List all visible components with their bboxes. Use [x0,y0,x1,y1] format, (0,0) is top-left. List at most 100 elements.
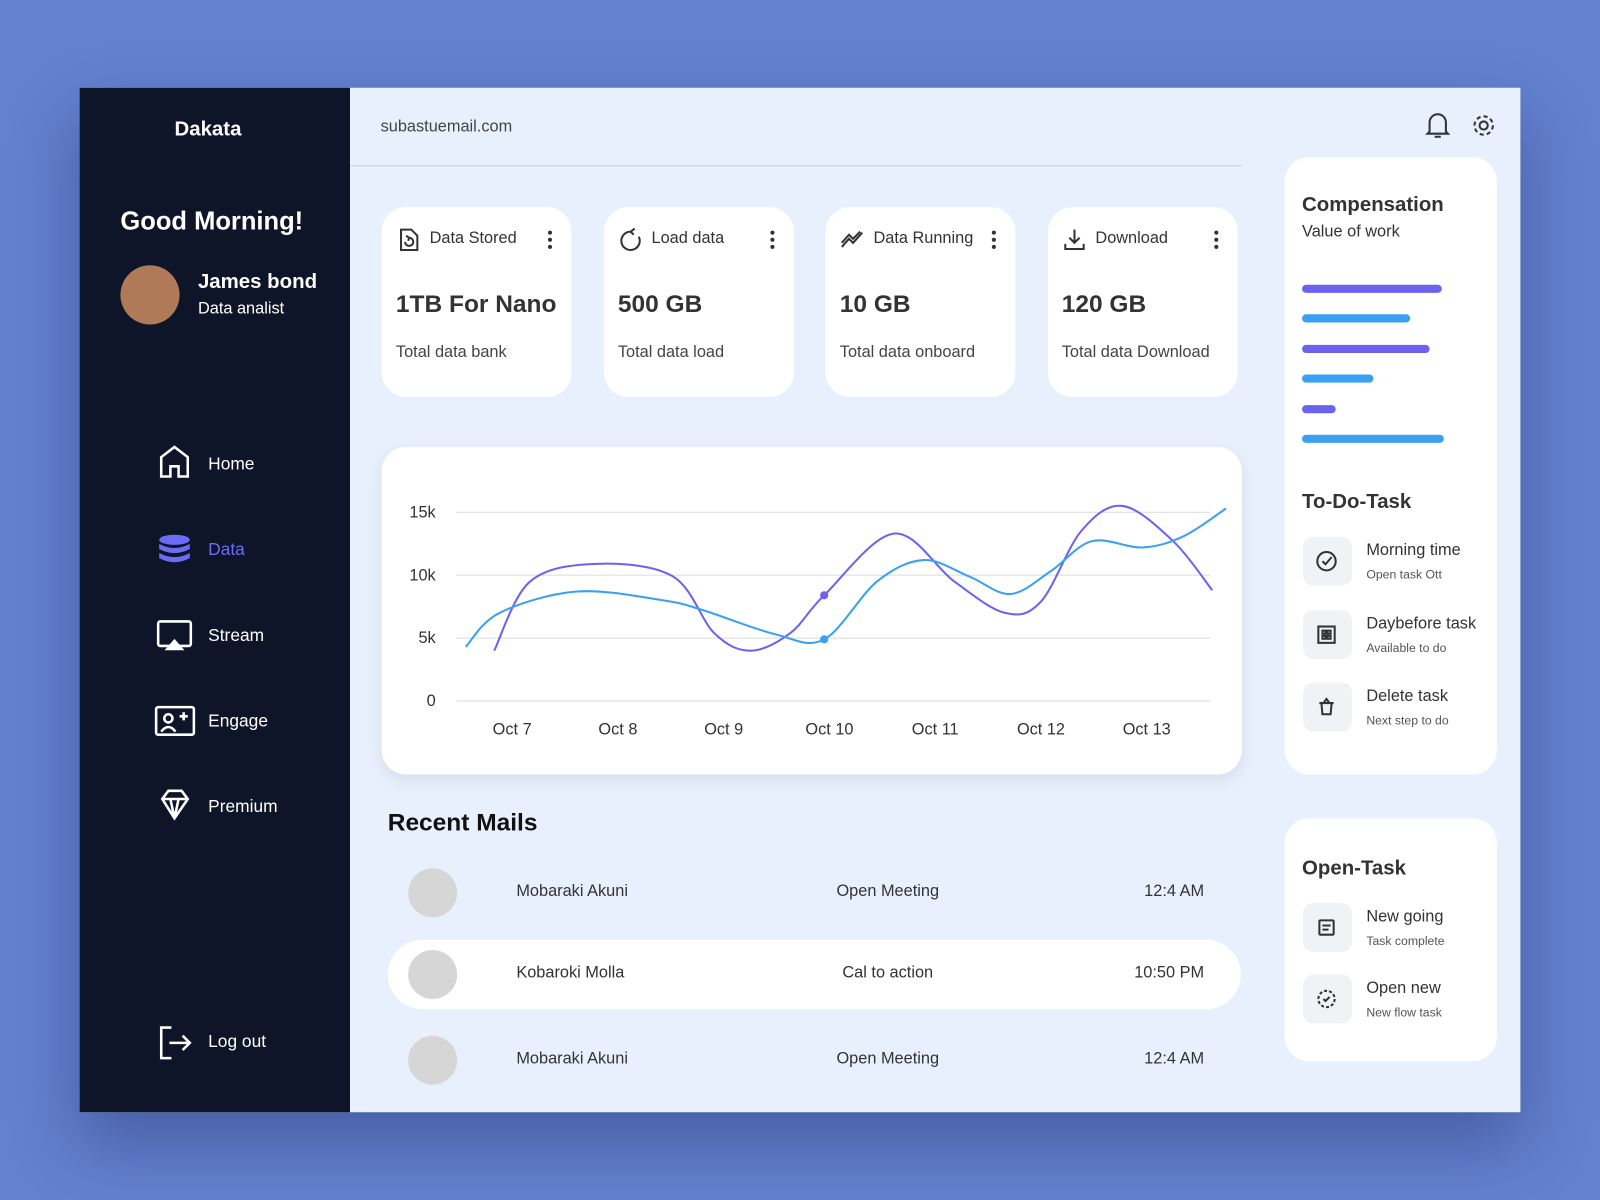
stat-caption: Total data bank [395,343,507,362]
more-icon [769,230,774,249]
header-divider [349,165,1242,167]
x-tick-label: Oct 10 [805,721,853,739]
todo-title: To-Do-Task [1302,490,1412,514]
x-tick-label: Oct 13 [1123,721,1171,739]
logout[interactable]: Log out [208,1031,267,1052]
nav-item[interactable]: Home [208,454,255,474]
stat-title: Data Running [873,229,974,247]
task-title[interactable]: Delete task [1366,687,1448,706]
task-subtitle: Open task Ott [1366,567,1442,582]
compensation-title: Compensation [1302,193,1444,217]
stat-caption: Total data Download [1061,343,1210,362]
task-icon-box [1303,903,1353,953]
nav-item[interactable]: Premium [208,796,278,817]
task-icon [1317,989,1336,1009]
task-title[interactable]: New going [1366,908,1444,926]
mail-time: 12:4 AM [1144,1049,1205,1068]
stat-caption: Total data onboard [839,343,976,362]
gear-icon[interactable] [1473,115,1494,136]
stat-icon [1063,229,1085,250]
task-icon [1318,919,1335,936]
stat-value: 500 GB [617,290,703,319]
line-chart: 0 5k 10k 15k Oct 7 Oct 8 Oct 9 Oct 10 Oct 11 Oct … [409,503,1227,739]
nav-item[interactable]: Engage [208,711,268,731]
task-subtitle: Available to do [1366,640,1447,656]
nav-item[interactable]: Data [208,539,245,560]
task-title[interactable]: Open new [1366,979,1441,997]
stat-title: Data Stored [429,229,517,247]
chart-card [381,446,1242,775]
mail-time: 10:50 PM [1134,964,1205,982]
mail-name[interactable]: Mobaraki Akuni [516,882,628,900]
stat-icon [399,228,419,252]
task-title[interactable]: Morning time [1366,541,1461,560]
stat-title: Download [1095,229,1169,247]
header-icons [1425,113,1494,138]
x-tick-label: Oct 7 [493,721,532,739]
x-tick-label: Oct 11 [912,721,959,739]
brand: Dakata [174,118,242,141]
bell-icon[interactable] [1425,113,1451,138]
mails-title: Recent Mails [387,809,538,837]
nav-item[interactable]: Stream [208,625,265,645]
mail-row-highlight [387,939,1241,1010]
logout-icon [159,1026,192,1060]
mail-subject[interactable]: Open Meeting [836,882,940,900]
task-icon [1319,697,1334,716]
engage-icon [154,705,196,736]
stat-title: Load data [651,229,725,247]
y-tick-label: 10k [409,566,436,584]
mail-subject[interactable]: Open Meeting [836,1049,940,1068]
mail-avatar [408,1035,458,1085]
side-card [1284,157,1497,775]
stat-value: 120 GB [1061,290,1147,319]
x-tick-label: Oct 12 [1017,721,1065,739]
stat-icon [841,230,863,248]
task-title[interactable]: Daybefore task [1366,615,1477,633]
stat-caption: Total data load [617,343,725,362]
sidebar [79,87,350,1113]
y-tick-label: 15k [409,503,436,521]
stat-icon [619,227,641,251]
task-icon [1316,551,1337,572]
open-task-title: Open-Task [1302,857,1406,880]
more-icon [991,230,996,249]
task-subtitle: Task complete [1366,933,1445,948]
header-email: subastuemail.com [380,118,513,136]
mail-avatar [408,949,458,999]
y-tick-label: 5k [418,629,436,647]
user-avatar [120,265,180,325]
task-icon-box [1303,682,1353,732]
series-line [464,507,1227,648]
y-tick-label: 0 [427,692,436,710]
highlight-point [820,635,829,644]
home-icon [159,445,190,478]
more-icon [1213,230,1218,249]
mail-name[interactable]: Kobaroki Molla [516,964,625,982]
compensation-subtitle: Value of work [1302,223,1400,241]
stat-value: 1TB For Nano [395,290,557,319]
highlight-point [820,591,829,600]
task-subtitle: Next step to do [1366,713,1449,728]
stream-icon [156,620,193,651]
premium-icon [160,789,190,821]
user-role: Data analist [197,299,285,318]
x-tick-label: Oct 8 [598,721,637,739]
more-icon [547,230,553,249]
mail-avatar [408,868,458,918]
nav-icons [154,445,196,821]
mail-name[interactable]: Mobaraki Akuni [516,1049,628,1068]
greeting: Good Morning! [120,207,304,236]
task-subtitle: New flow task [1366,1005,1442,1020]
series-line [493,504,1214,652]
task-icon [1317,625,1336,644]
mail-time: 12:4 AM [1144,882,1205,900]
mail-subject[interactable]: Cal to action [842,964,934,982]
compensation-bars [1302,284,1444,443]
user-name: James bond [197,270,318,293]
x-tick-label: Oct 9 [704,721,743,739]
data-icon [159,534,190,563]
stat-card[interactable] [603,207,794,397]
